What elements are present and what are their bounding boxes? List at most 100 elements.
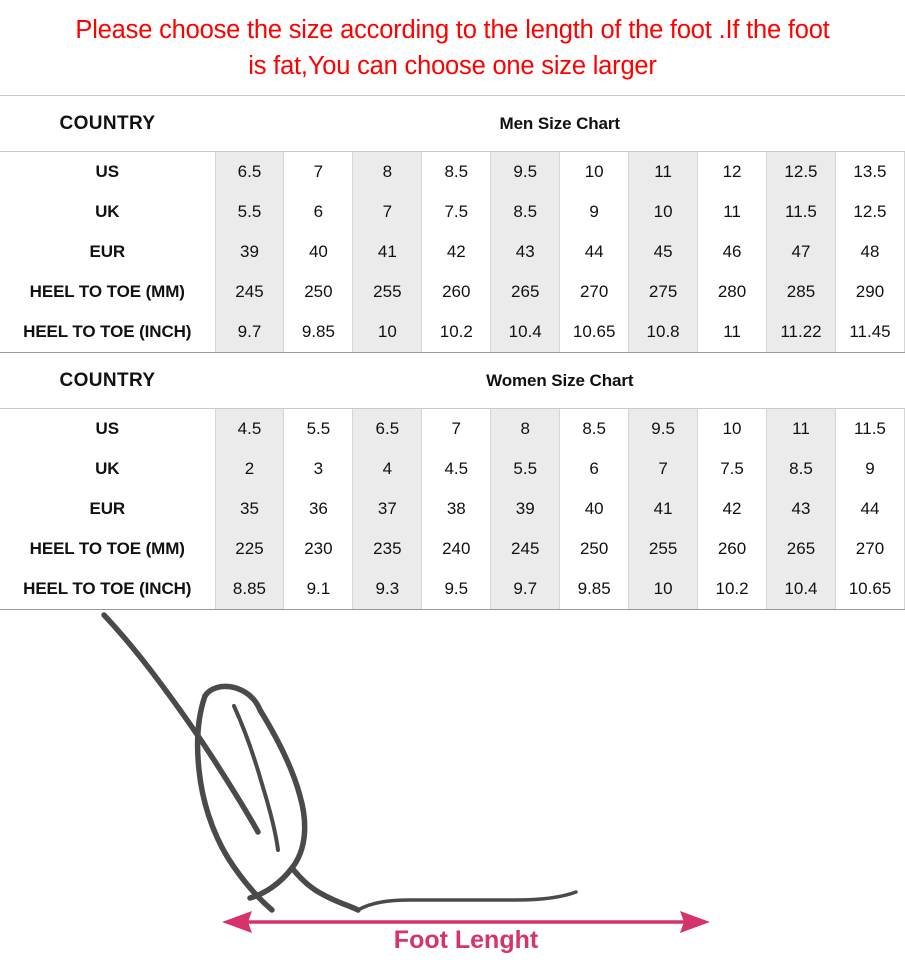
second-toe-outline: [247, 707, 308, 901]
size-value-cell: 260: [697, 529, 767, 569]
size-value-cell: 11: [697, 192, 767, 232]
table-row: UK 2 3 4 4.5 5.5 6 7 7.5 8.5 9: [0, 449, 905, 489]
size-value-cell: 10.2: [697, 569, 767, 610]
row-label-cell: HEEL TO TOE (INCH): [0, 312, 215, 353]
size-value-cell: 6: [559, 449, 630, 489]
size-value-cell: 9.5: [628, 408, 699, 449]
notice-line-2: is fat,You can choose one size larger: [248, 52, 657, 80]
size-value-cell: 11.22: [766, 312, 836, 353]
size-value-cell: 9.5: [490, 151, 561, 192]
size-value-cell: 10: [352, 312, 423, 353]
size-value-cell: 7: [283, 151, 354, 192]
size-value-cell: 10: [697, 408, 767, 449]
row-label-cell: UK: [0, 449, 215, 489]
size-value-cell: 44: [559, 232, 630, 272]
instep-top-line: [356, 890, 578, 912]
size-value-cell: 285: [766, 272, 836, 312]
size-value-cell: 10.4: [766, 569, 836, 610]
size-value-cell: 270: [834, 529, 905, 569]
size-value-cell: 10.8: [628, 312, 699, 353]
size-value-cell: 225: [214, 529, 285, 569]
size-value-cell: 265: [490, 272, 561, 312]
table-row: US 4.5 5.5 6.5 7 8 8.5 9.5 10 11 11.5: [0, 408, 905, 449]
size-value-cell: 9.85: [283, 312, 354, 353]
country-header-cell: COUNTRY: [0, 96, 215, 152]
size-value-cell: 11.5: [834, 408, 905, 449]
table-header-row: COUNTRY Men Size Chart: [0, 96, 905, 152]
arrow-head-left: [222, 911, 252, 933]
table-row: HEEL TO TOE (MM) 245 250 255 260 265 270 275 280…: [0, 272, 905, 312]
size-value-cell: 3: [283, 449, 354, 489]
size-value-cell: 12.5: [766, 151, 836, 192]
row-label-cell: EUR: [0, 489, 215, 529]
size-value-cell: 44: [834, 489, 905, 529]
size-value-cell: 43: [766, 489, 836, 529]
row-label-cell: EUR: [0, 232, 215, 272]
size-value-cell: 43: [490, 232, 561, 272]
size-value-cell: 48: [834, 232, 905, 272]
size-value-cell: 40: [559, 489, 630, 529]
size-value-cell: 40: [283, 232, 354, 272]
size-value-cell: 7.5: [697, 449, 767, 489]
row-label-cell: US: [0, 408, 215, 449]
size-value-cell: 240: [421, 529, 492, 569]
size-value-cell: 11.45: [834, 312, 905, 353]
size-value-cell: 9.7: [490, 569, 561, 610]
size-value-cell: 2: [214, 449, 285, 489]
size-value-cell: 4.5: [421, 449, 492, 489]
size-value-cell: 6.5: [352, 408, 423, 449]
size-table-men: COUNTRY Men Size Chart US 6.5 7 8 8.5 9.5 10 11 12…: [0, 96, 905, 353]
size-value-cell: 37: [352, 489, 423, 529]
size-value-cell: 9.5: [421, 569, 492, 610]
size-value-cell: 11: [697, 312, 767, 353]
size-value-cell: 230: [283, 529, 354, 569]
row-label-cell: HEEL TO TOE (INCH): [0, 569, 215, 610]
big-toe-tip: [202, 683, 263, 713]
size-value-cell: 280: [697, 272, 767, 312]
table-row: HEEL TO TOE (INCH) 8.85 9.1 9.3 9.5 9.7 9.85 10…: [0, 569, 905, 610]
size-value-cell: 35: [214, 489, 285, 529]
size-tables: COUNTRY Men Size Chart US 6.5 7 8 8.5 9.5 10 11 12…: [0, 96, 905, 610]
table-row: HEEL TO TOE (INCH) 9.7 9.85 10 10.2 10.4 10.65…: [0, 312, 905, 353]
row-label-cell: HEEL TO TOE (MM): [0, 272, 215, 312]
table-row: EUR 39 40 41 42 43 44 45 46 47 48: [0, 232, 905, 272]
size-value-cell: 12: [697, 151, 767, 192]
size-value-cell: 8: [352, 151, 423, 192]
size-value-cell: 10.4: [490, 312, 561, 353]
size-value-cell: 11: [766, 408, 836, 449]
big-toe-left-edge: [194, 693, 275, 913]
table-row: UK 5.5 6 7 7.5 8.5 9 10 11 11.5 12.5: [0, 192, 905, 232]
size-value-cell: 13.5: [834, 151, 905, 192]
chart-title-cell: Men Size Chart: [215, 96, 905, 152]
size-value-cell: 270: [559, 272, 630, 312]
row-label-cell: US: [0, 151, 215, 192]
big-toe-top-edge: [101, 612, 261, 835]
size-value-cell: 47: [766, 232, 836, 272]
size-value-cell: 10.65: [834, 569, 905, 610]
table-header-row: COUNTRY Women Size Chart: [0, 353, 905, 409]
size-value-cell: 5.5: [283, 408, 354, 449]
size-value-cell: 8.5: [559, 408, 630, 449]
row-label-cell: HEEL TO TOE (MM): [0, 529, 215, 569]
size-value-cell: 7: [352, 192, 423, 232]
sizing-notice: Please choose the size according to the …: [0, 0, 905, 96]
size-value-cell: 9.1: [283, 569, 354, 610]
size-value-cell: 39: [214, 232, 285, 272]
size-value-cell: 10.2: [421, 312, 492, 353]
row-label-cell: UK: [0, 192, 215, 232]
size-value-cell: 7: [421, 408, 492, 449]
size-value-cell: 39: [490, 489, 561, 529]
big-toe-crease: [232, 704, 280, 852]
size-value-cell: 4.5: [214, 408, 285, 449]
size-value-cell: 11: [628, 151, 699, 192]
arrow-head-right: [680, 911, 710, 933]
size-value-cell: 8.5: [490, 192, 561, 232]
size-value-cell: 6.5: [214, 151, 285, 192]
size-value-cell: 260: [421, 272, 492, 312]
size-value-cell: 6: [283, 192, 354, 232]
size-value-cell: 8.5: [421, 151, 492, 192]
size-value-cell: 7: [628, 449, 699, 489]
size-value-cell: 9: [559, 192, 630, 232]
size-value-cell: 8.5: [766, 449, 836, 489]
